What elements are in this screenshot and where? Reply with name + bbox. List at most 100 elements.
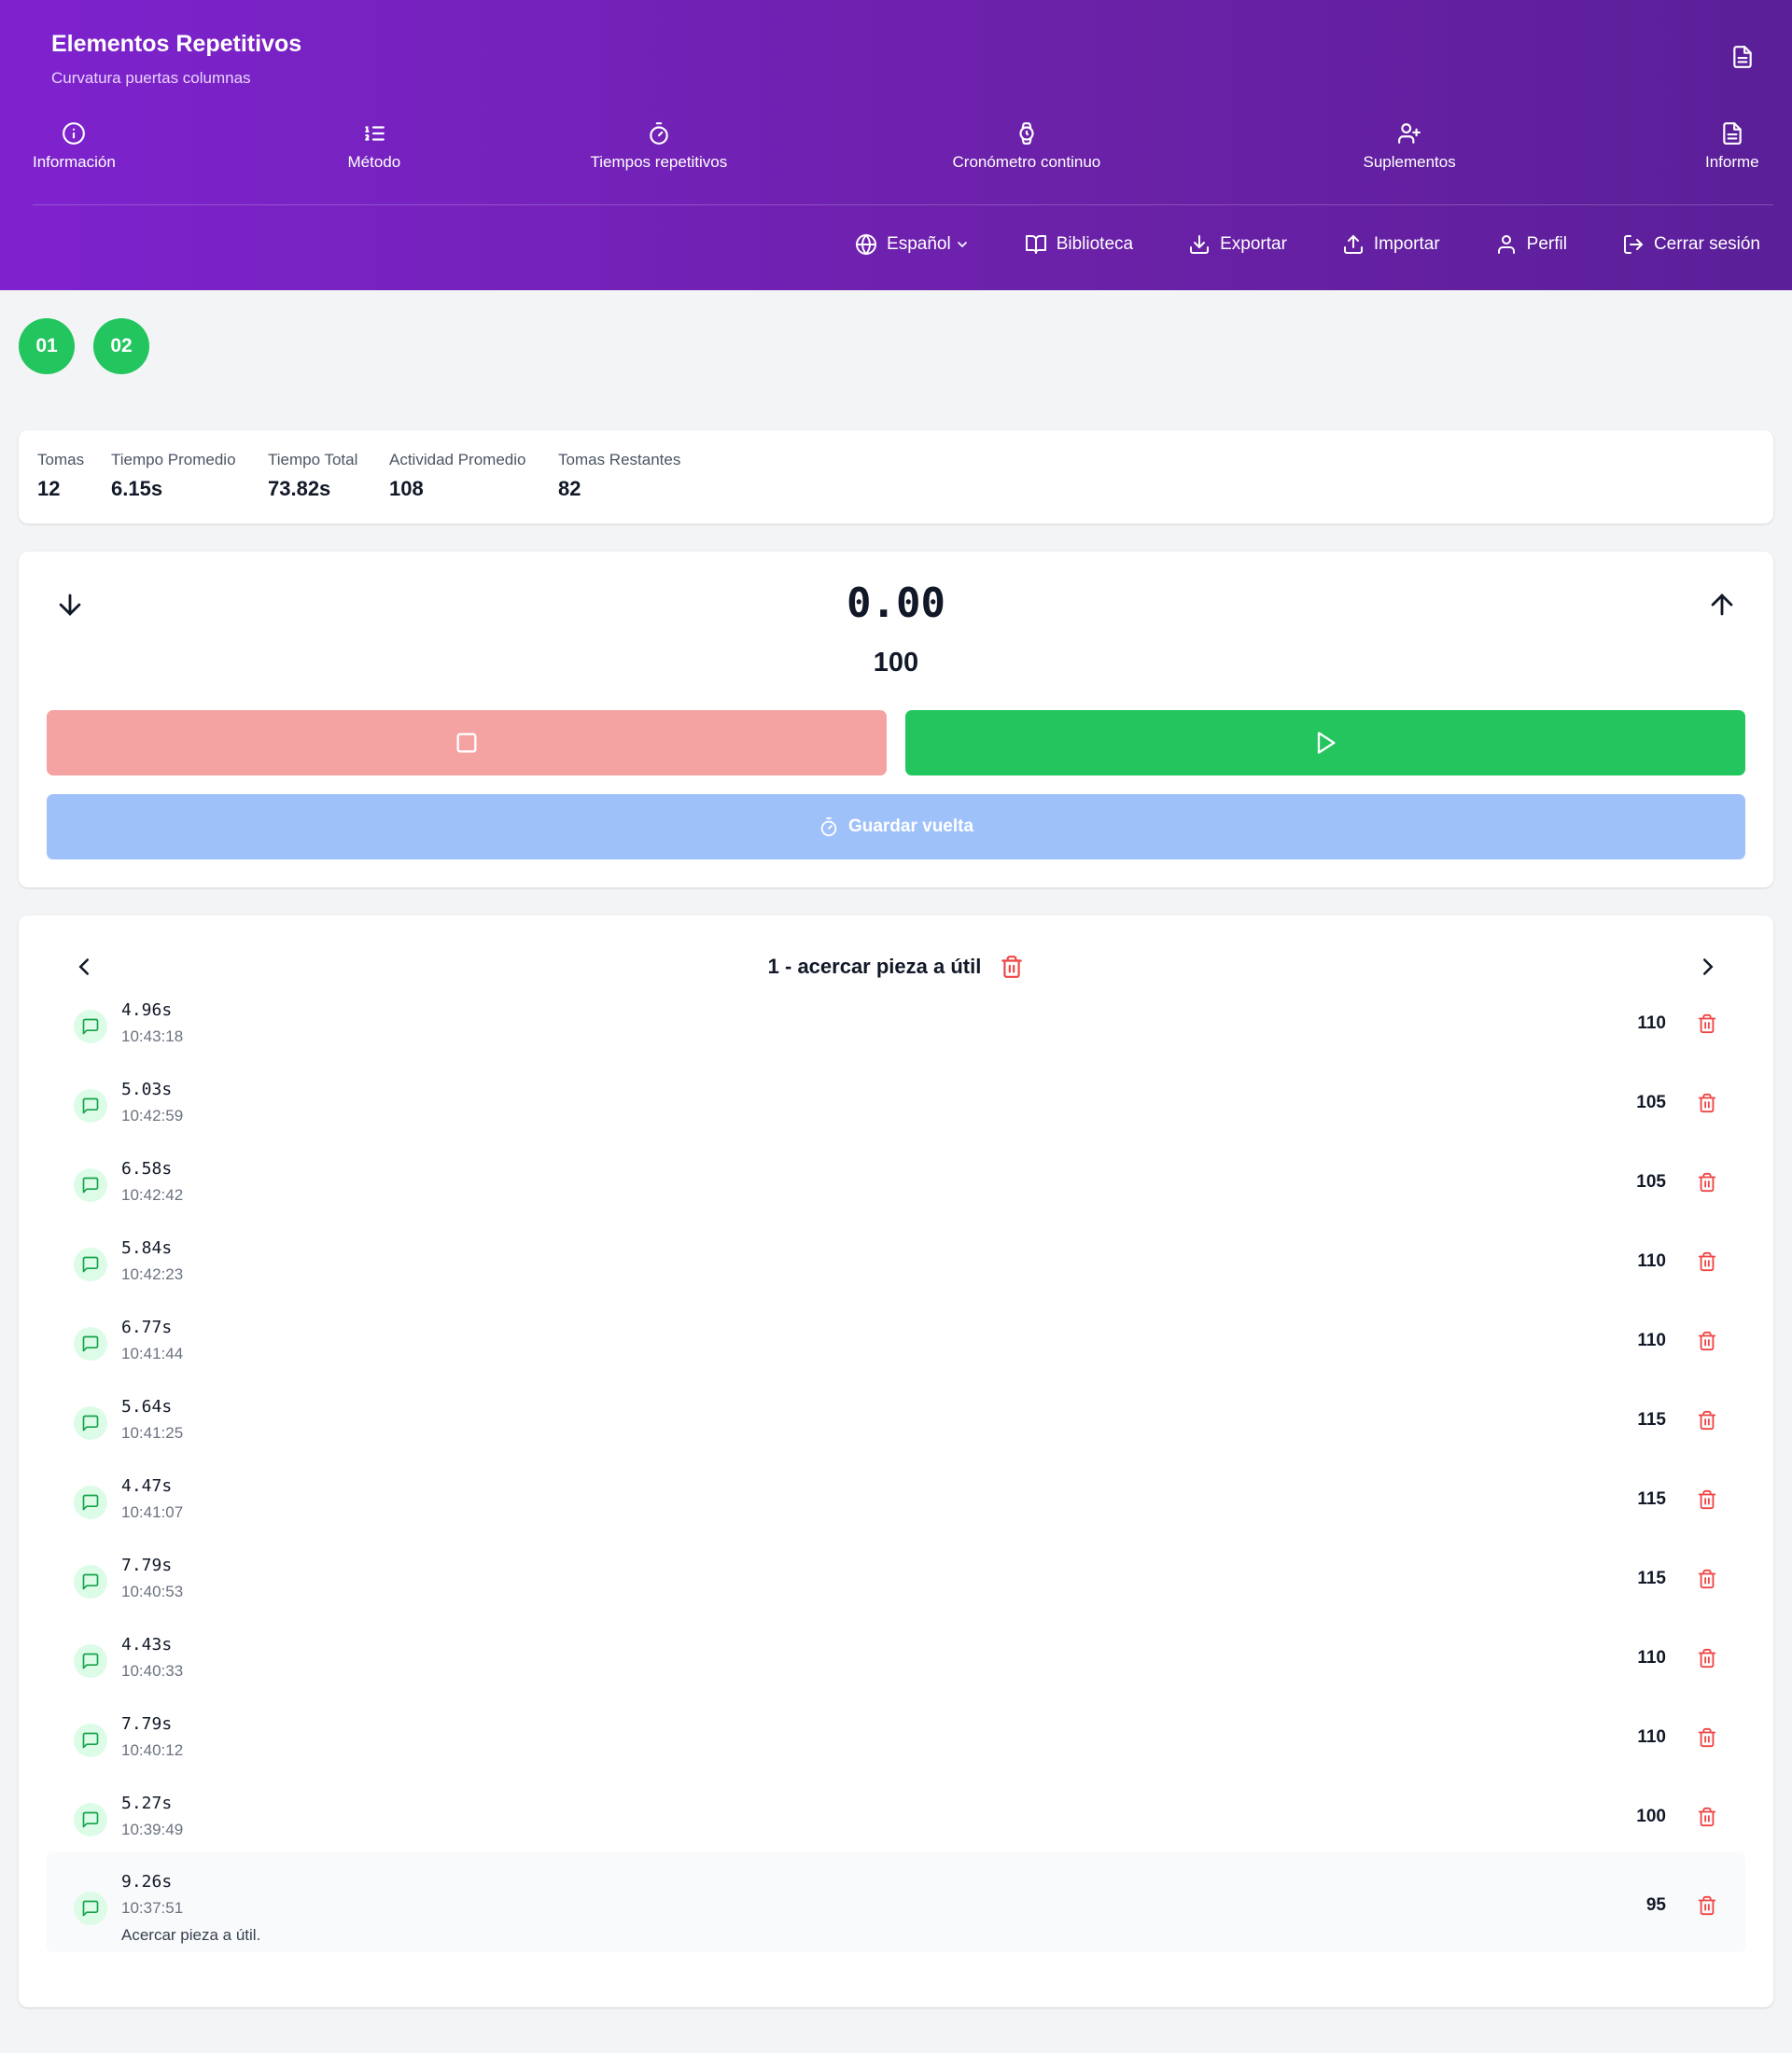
delete-lap-button[interactable] (1697, 1895, 1717, 1916)
comment-button[interactable] (74, 1486, 107, 1519)
trash-icon (1698, 1251, 1716, 1272)
lap-row: 5.03s 10:42:59 105 (47, 1068, 1745, 1148)
activity-value: 100 (873, 648, 919, 677)
logout-label: Cerrar sesión (1653, 234, 1760, 254)
nav-label: Informe (1705, 153, 1759, 171)
delete-lap-button[interactable] (1697, 1251, 1717, 1272)
stop-button[interactable] (47, 710, 887, 775)
message-square-icon (82, 1256, 99, 1273)
nav-item-suplementos[interactable]: Suplementos (1364, 121, 1456, 172)
lap-activity: 110 (1637, 1251, 1666, 1271)
comment-button[interactable] (74, 1406, 107, 1440)
header-divider (33, 204, 1773, 205)
nav-item-informacion[interactable]: Información (33, 121, 116, 172)
delete-lap-button[interactable] (1697, 1331, 1717, 1351)
language-select[interactable]: Español (855, 233, 970, 256)
comment-button[interactable] (74, 1248, 107, 1281)
timer-card: 0.00 100 Guardar vuelta (19, 552, 1773, 887)
app-header: Elementos Repetitivos Curvatura puertas … (0, 0, 1792, 290)
delete-lap-button[interactable] (1697, 1093, 1717, 1113)
save-lap-button[interactable]: Guardar vuelta (47, 794, 1745, 859)
lap-time: 5.27s (121, 1794, 173, 1813)
import-button[interactable]: Importar (1342, 233, 1440, 256)
main-nav: Información Método Tiempos repetitivos C… (0, 121, 1792, 183)
delete-lap-button[interactable] (1697, 1013, 1717, 1034)
document-icon (1723, 122, 1742, 145)
stat-tiempo-total: Tiempo Total 73.82s (268, 451, 357, 501)
comment-button[interactable] (74, 1168, 107, 1202)
lap-time: 6.58s (121, 1159, 173, 1179)
profile-button[interactable]: Perfil (1495, 233, 1567, 256)
toolbar: Español Biblioteca Exportar Importar Per… (855, 233, 1760, 256)
trash-icon (1698, 1013, 1716, 1034)
comment-button[interactable] (74, 1089, 107, 1123)
laps-header: 1 - acercar pieza a útil (19, 955, 1773, 979)
lap-time: 4.43s (121, 1635, 173, 1655)
stop-icon (456, 733, 477, 753)
stat-actividad-promedio: Actividad Promedio 108 (389, 451, 525, 501)
delete-lap-button[interactable] (1697, 1648, 1717, 1669)
stat-label: Tomas (37, 451, 85, 468)
lap-timestamp: 10:39:49 (121, 1821, 184, 1838)
delete-lap-button[interactable] (1697, 1569, 1717, 1589)
lap-time: 5.64s (121, 1397, 173, 1417)
nav-item-informe[interactable]: Informe (1705, 121, 1759, 172)
element-button-02[interactable]: 02 (93, 318, 149, 374)
message-square-icon (82, 1494, 99, 1511)
upload-icon (1343, 234, 1363, 254)
message-square-icon (82, 1811, 99, 1828)
chevron-right-icon[interactable] (1694, 953, 1722, 981)
nav-item-metodo[interactable]: Método (348, 121, 400, 172)
lap-time: 5.84s (121, 1238, 173, 1258)
trash-icon (1698, 1093, 1716, 1113)
lap-activity: 100 (1636, 1807, 1666, 1826)
delete-lap-button[interactable] (1697, 1727, 1717, 1748)
comment-button[interactable] (74, 1803, 107, 1837)
comment-button[interactable] (74, 1724, 107, 1757)
library-button[interactable]: Biblioteca (1025, 233, 1133, 256)
message-square-icon (82, 1335, 99, 1352)
export-button[interactable]: Exportar (1188, 233, 1287, 256)
comment-button[interactable] (74, 1010, 107, 1043)
lap-timestamp: 10:42:23 (121, 1265, 184, 1283)
stat-value: 82 (558, 477, 581, 500)
timer-icon (820, 817, 837, 837)
element-button-01[interactable]: 01 (19, 318, 75, 374)
lap-row: 4.43s 10:40:33 110 (47, 1624, 1745, 1703)
lap-row: 6.58s 10:42:42 105 (47, 1148, 1745, 1227)
trash-icon[interactable] (1000, 955, 1024, 979)
message-square-icon (82, 1415, 99, 1432)
delete-lap-button[interactable] (1697, 1489, 1717, 1510)
comment-button[interactable] (74, 1892, 107, 1925)
nav-item-tiempos-repetitivos[interactable]: Tiempos repetitivos (591, 121, 727, 172)
delete-lap-button[interactable] (1697, 1807, 1717, 1827)
comment-button[interactable] (74, 1644, 107, 1678)
arrow-down-icon[interactable] (54, 589, 86, 621)
download-icon (1190, 235, 1210, 254)
user-icon (1497, 235, 1515, 254)
delete-lap-button[interactable] (1697, 1172, 1717, 1193)
document-icon[interactable] (1730, 45, 1755, 69)
lap-activity: 110 (1637, 1727, 1666, 1747)
import-label: Importar (1373, 234, 1440, 254)
trash-icon (1698, 1489, 1716, 1510)
message-square-icon (82, 1573, 99, 1590)
logout-button[interactable]: Cerrar sesión (1622, 233, 1760, 256)
chevron-left-icon[interactable] (70, 953, 98, 981)
globe-icon (856, 233, 877, 256)
delete-lap-button[interactable] (1697, 1410, 1717, 1431)
message-square-icon (82, 1900, 99, 1917)
play-button[interactable] (905, 710, 1745, 775)
nav-item-cronometro-continuo[interactable]: Cronómetro continuo (953, 121, 1100, 172)
lap-row: 9.26s 10:37:51 Acercar pieza a útil. 95 (47, 1852, 1745, 1952)
lap-row: 5.27s 10:39:49 100 (47, 1782, 1745, 1862)
comment-button[interactable] (74, 1327, 107, 1361)
lap-row: 4.96s 10:43:18 110 (47, 989, 1745, 1068)
lap-row: 7.79s 10:40:12 110 (47, 1703, 1745, 1782)
comment-button[interactable] (74, 1565, 107, 1599)
timer-icon (650, 122, 668, 145)
lap-activity: 115 (1637, 1569, 1666, 1588)
arrow-up-icon[interactable] (1706, 589, 1738, 621)
user-plus-icon (1398, 123, 1421, 144)
lap-timestamp: 10:43:18 (121, 1027, 184, 1045)
